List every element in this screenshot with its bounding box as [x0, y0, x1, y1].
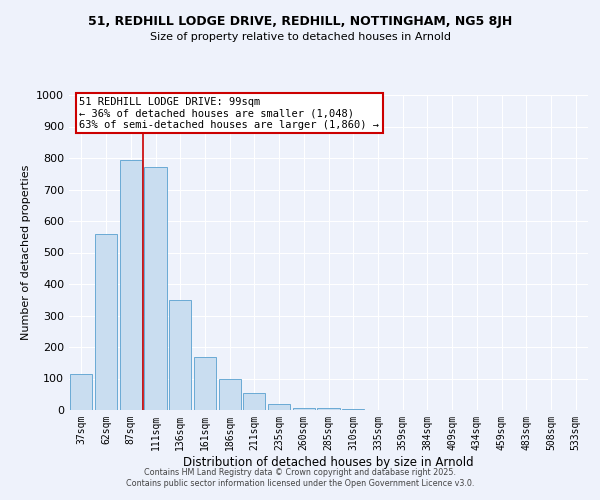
Bar: [95, 234, 117, 410]
Bar: [145, 168, 167, 410]
Text: Size of property relative to detached houses in Arnold: Size of property relative to detached ho…: [149, 32, 451, 42]
Text: 51, REDHILL LODGE DRIVE, REDHILL, NOTTINGHAM, NG5 8JH: 51, REDHILL LODGE DRIVE, REDHILL, NOTTIN…: [88, 15, 512, 28]
Bar: [119, 160, 142, 410]
Bar: [268, 404, 290, 410]
Text: Contains HM Land Registry data © Crown copyright and database right 2025.
Contai: Contains HM Land Registry data © Crown c…: [126, 468, 474, 487]
Bar: [218, 378, 241, 410]
Bar: [70, 374, 92, 410]
Bar: [317, 408, 340, 410]
Bar: [194, 357, 216, 410]
X-axis label: Distribution of detached houses by size in Arnold: Distribution of detached houses by size …: [183, 456, 474, 468]
Bar: [243, 392, 265, 410]
Bar: [293, 408, 315, 410]
Bar: [169, 300, 191, 410]
Y-axis label: Number of detached properties: Number of detached properties: [20, 165, 31, 340]
Text: 51 REDHILL LODGE DRIVE: 99sqm
← 36% of detached houses are smaller (1,048)
63% o: 51 REDHILL LODGE DRIVE: 99sqm ← 36% of d…: [79, 96, 379, 130]
